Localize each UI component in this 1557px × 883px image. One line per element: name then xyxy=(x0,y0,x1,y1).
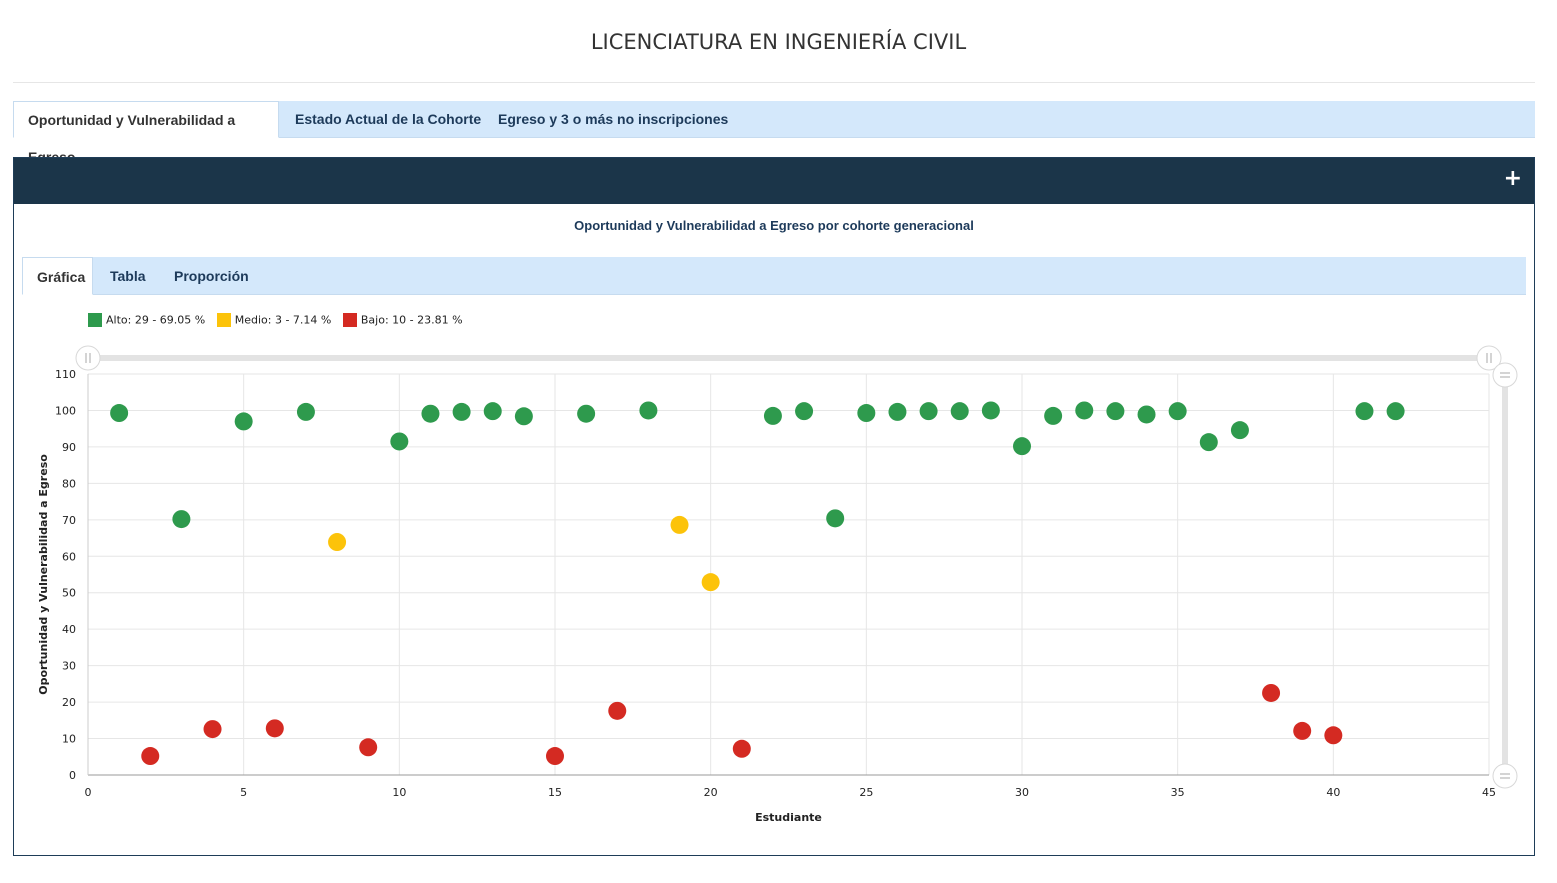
data-point-series-0[interactable] xyxy=(577,404,596,423)
data-point-series-2[interactable] xyxy=(1324,726,1343,745)
data-point-series-0[interactable] xyxy=(1075,401,1094,420)
y-zoom-handle-bottom[interactable] xyxy=(1492,763,1518,789)
data-point-series-0[interactable] xyxy=(1106,402,1125,421)
y-axis-title: Oportunidad y Vulnerabilidad a Egreso xyxy=(37,454,50,695)
y-tick-label: 60 xyxy=(62,550,76,563)
legend-swatch-medio xyxy=(216,313,231,327)
tab-estado-actual-cohorte[interactable]: Estado Actual de la Cohorte xyxy=(295,111,482,127)
data-point-series-0[interactable] xyxy=(483,402,502,421)
x-axis-title: Estudiante xyxy=(755,811,822,824)
y-tick-label: 40 xyxy=(62,623,76,636)
data-point-series-2[interactable] xyxy=(359,738,378,757)
sub-tab-bar: Gráfica Tabla Proporción xyxy=(22,257,1526,295)
x-tick-label: 45 xyxy=(1482,786,1496,799)
y-tick-label: 50 xyxy=(62,587,76,600)
legend-item-alto[interactable]: Alto: 29 - 69.05 % xyxy=(88,313,205,327)
legend-item-medio[interactable]: Medio: 3 - 7.14 % xyxy=(216,313,332,327)
title-divider xyxy=(13,82,1535,83)
data-point-series-1[interactable] xyxy=(701,573,720,592)
page-title: LICENCIATURA EN INGENIERÍA CIVIL xyxy=(590,30,967,54)
legend-label-alto: Alto: 29 - 69.05 % xyxy=(106,313,206,327)
chart-title: Oportunidad y Vulnerabilidad a Egreso po… xyxy=(574,218,974,233)
data-point-series-0[interactable] xyxy=(234,412,253,431)
data-point-series-0[interactable] xyxy=(763,406,782,425)
y-zoom-track[interactable] xyxy=(1502,374,1508,776)
tab-grafica[interactable]: Gráfica xyxy=(22,257,93,295)
x-zoom-handle-left[interactable] xyxy=(75,345,101,371)
y-tick-label: 10 xyxy=(62,733,76,746)
x-tick-label: 10 xyxy=(392,786,406,799)
legend-label-bajo: Bajo: 10 - 23.81 % xyxy=(360,313,463,327)
panel-header: + xyxy=(14,158,1534,204)
y-tick-label: 30 xyxy=(62,660,76,673)
tab-proporcion[interactable]: Proporción xyxy=(174,268,249,284)
data-point-series-0[interactable] xyxy=(639,401,658,420)
x-tick-label: 20 xyxy=(704,786,718,799)
data-point-series-0[interactable] xyxy=(919,402,938,421)
data-point-series-0[interactable] xyxy=(1137,405,1156,424)
data-point-series-2[interactable] xyxy=(546,747,564,766)
main-tab-bar: Oportunidad y Vulnerabilidad a Egreso Es… xyxy=(13,101,1535,165)
y-tick-label: 80 xyxy=(62,477,76,490)
x-tick-label: 40 xyxy=(1326,786,1340,799)
x-tick-label: 30 xyxy=(1015,786,1029,799)
x-zoom-handle-right[interactable] xyxy=(1476,345,1502,371)
data-point-series-0[interactable] xyxy=(1386,402,1405,421)
x-tick-label: 25 xyxy=(859,786,873,799)
data-point-series-0[interactable] xyxy=(452,402,471,421)
data-point-series-2[interactable] xyxy=(608,701,627,720)
x-tick-label: 0 xyxy=(85,786,92,799)
x-zoom-track[interactable] xyxy=(88,355,1490,361)
legend-label-medio: Medio: 3 - 7.14 % xyxy=(234,313,332,327)
x-tick-label: 5 xyxy=(240,786,247,799)
data-point-series-0[interactable] xyxy=(950,402,969,421)
data-point-series-1[interactable] xyxy=(328,533,347,552)
legend-swatch-alto xyxy=(88,313,102,327)
legend-swatch-bajo xyxy=(342,313,357,327)
data-point-series-0[interactable] xyxy=(1199,433,1218,452)
data-point-series-2[interactable] xyxy=(1293,721,1312,740)
data-point-series-2[interactable] xyxy=(141,747,160,766)
data-point-series-0[interactable] xyxy=(857,404,876,423)
data-point-series-2[interactable] xyxy=(265,719,284,738)
chart-legend: Alto: 29 - 69.05 % Medio: 3 - 7.14 % Baj… xyxy=(88,313,471,331)
legend-item-bajo[interactable]: Bajo: 10 - 23.81 % xyxy=(342,313,463,327)
data-point-series-0[interactable] xyxy=(1013,437,1031,456)
y-tick-label: 0 xyxy=(69,769,76,782)
data-point-series-0[interactable] xyxy=(795,402,814,421)
data-point-series-0[interactable] xyxy=(421,404,440,423)
y-tick-label: 20 xyxy=(62,696,76,709)
y-tick-label: 110 xyxy=(55,368,76,381)
tab-tabla[interactable]: Tabla xyxy=(110,268,146,284)
data-point-series-0[interactable] xyxy=(1168,402,1187,421)
data-point-series-0[interactable] xyxy=(390,432,409,451)
tab-egreso-no-inscripciones[interactable]: Egreso y 3 o más no inscripciones xyxy=(498,111,729,127)
x-tick-label: 35 xyxy=(1171,786,1185,799)
x-tick-label: 15 xyxy=(548,786,562,799)
data-point-series-0[interactable] xyxy=(110,404,129,423)
data-point-series-0[interactable] xyxy=(172,510,191,529)
data-point-series-0[interactable] xyxy=(1044,406,1063,425)
data-point-series-0[interactable] xyxy=(826,509,845,528)
y-tick-label: 90 xyxy=(62,441,76,454)
data-point-series-0[interactable] xyxy=(888,402,907,421)
data-point-series-2[interactable] xyxy=(203,720,222,739)
data-point-series-2[interactable] xyxy=(1262,683,1281,702)
data-point-series-0[interactable] xyxy=(1230,421,1249,440)
data-point-series-2[interactable] xyxy=(732,739,751,758)
y-tick-label: 100 xyxy=(55,404,76,417)
plot-area xyxy=(88,374,1489,775)
data-point-series-1[interactable] xyxy=(670,515,689,534)
plus-icon[interactable]: + xyxy=(1503,166,1522,191)
y-tick-label: 70 xyxy=(62,514,76,527)
data-point-series-0[interactable] xyxy=(1355,402,1374,421)
y-zoom-handle-top[interactable] xyxy=(1492,362,1518,388)
data-point-series-0[interactable] xyxy=(296,402,315,421)
data-point-series-0[interactable] xyxy=(981,401,1000,420)
data-point-series-0[interactable] xyxy=(514,407,533,426)
